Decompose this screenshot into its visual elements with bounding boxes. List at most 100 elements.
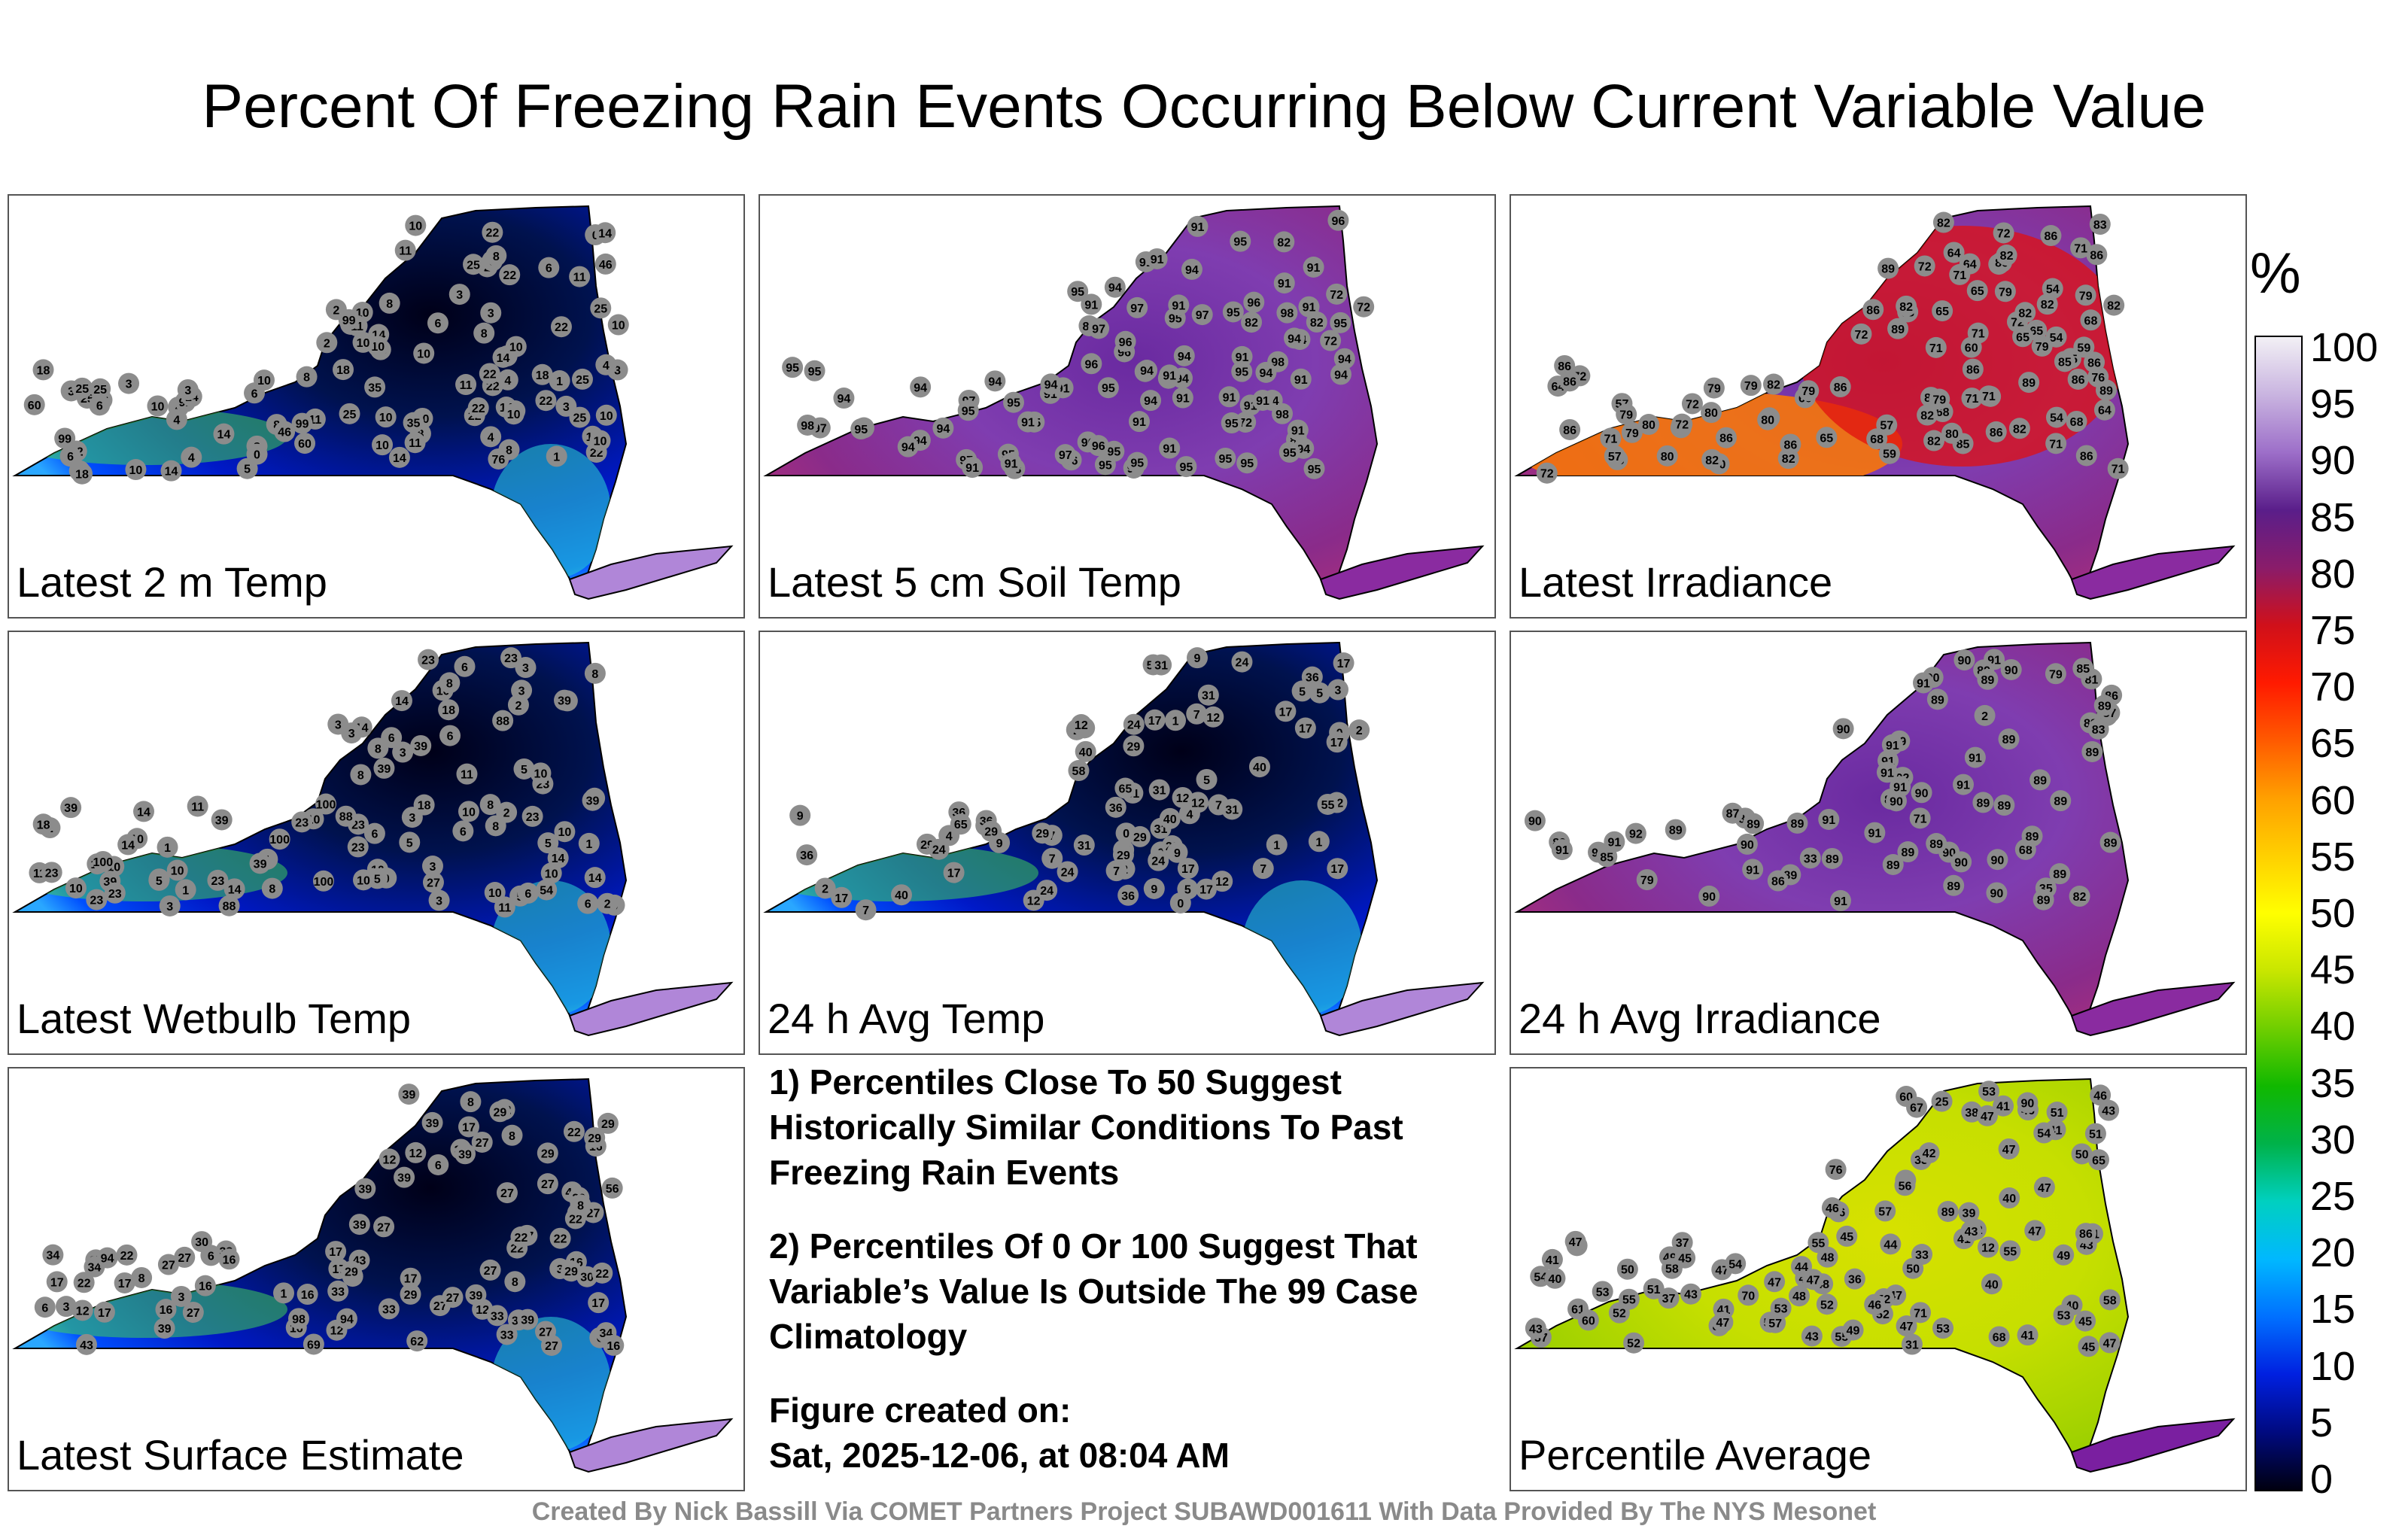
- station-value: 68: [2019, 844, 2033, 857]
- station-value: 44: [1884, 1239, 1897, 1251]
- station-value: 17: [591, 1297, 605, 1310]
- station-marker: [1926, 833, 1947, 855]
- station-value: 1: [1273, 840, 1280, 853]
- station-value: 65: [2016, 331, 2029, 344]
- station-value: 7: [1260, 863, 1266, 876]
- figure-title: Percent Of Freezing Rain Events Occurrin…: [202, 72, 2206, 141]
- station-value: 91: [1172, 299, 1185, 312]
- station-value: 90: [1741, 839, 1754, 852]
- colorbar: [2254, 336, 2303, 1491]
- station-value: 40: [1549, 1273, 1562, 1286]
- station-marker: [594, 222, 616, 244]
- station-value: 34: [88, 1262, 102, 1275]
- station-marker: [1943, 242, 1965, 263]
- colorbar-tick-label: 90: [2310, 438, 2356, 484]
- station-value: 3: [430, 861, 436, 874]
- station-value: 82: [1920, 410, 1934, 423]
- station-marker: [347, 836, 369, 858]
- station-marker: [1317, 793, 1339, 815]
- station-value: 100: [93, 856, 114, 869]
- station-value: 18: [75, 469, 89, 482]
- station-marker: [1906, 1096, 1928, 1118]
- station-marker: [1123, 713, 1145, 735]
- station-marker: [1799, 847, 1821, 869]
- station-value: 29: [588, 1132, 601, 1145]
- station-marker: [218, 1248, 240, 1270]
- station-marker: [92, 850, 114, 872]
- station-marker: [485, 815, 506, 837]
- station-marker: [1559, 418, 1581, 440]
- station-value: 2: [1356, 725, 1363, 737]
- station-marker: [2067, 368, 2089, 390]
- station-marker: [1177, 858, 1199, 880]
- station-value: 90: [1991, 854, 2005, 867]
- station-marker: [1925, 336, 1947, 358]
- note-2: 2) Percentiles Of 0 Or 100 Suggest That …: [769, 1226, 1418, 1356]
- station-value: 82: [1767, 379, 1780, 392]
- long-island-outline: [2070, 545, 2236, 600]
- station-value: 89: [1747, 819, 1760, 831]
- station-value: 12: [1176, 792, 1190, 805]
- station-marker: [2033, 1176, 2055, 1198]
- station-marker: [2053, 1244, 2075, 1266]
- station-value: 82: [2107, 300, 2121, 313]
- station-value: 46: [2093, 1090, 2107, 1102]
- station-marker: [471, 1131, 493, 1153]
- station-marker: [1816, 427, 1838, 448]
- station-value: 100: [316, 799, 336, 812]
- station-value: 71: [2074, 242, 2087, 255]
- station-marker: [1177, 878, 1199, 900]
- station-marker: [950, 813, 971, 835]
- station-value: 90: [2021, 1097, 2035, 1110]
- station-value: 24: [932, 844, 946, 857]
- station-marker: [421, 1111, 443, 1133]
- station-value: 95: [1227, 306, 1240, 319]
- station-value: 38: [1965, 1107, 1978, 1120]
- station-marker: [71, 377, 93, 399]
- state-outline: [1514, 1078, 2130, 1470]
- colorbar-tick-label: 85: [2310, 494, 2356, 540]
- station-value: 89: [1997, 800, 2011, 813]
- station-marker: [2071, 1143, 2093, 1165]
- station-value: 33: [1804, 853, 1817, 865]
- station-value: 90: [1890, 795, 1903, 808]
- station-value: 86: [2087, 357, 2101, 369]
- station-value: 90: [1915, 787, 1929, 800]
- station-marker: [1222, 301, 1244, 323]
- station-value: 80: [1945, 428, 1959, 441]
- station-marker: [1901, 1333, 1923, 1355]
- map-panel: 3029272281227332722816661233121629133817…: [8, 1067, 745, 1491]
- station-marker: [1604, 445, 1625, 467]
- station-value: 33: [382, 1303, 396, 1316]
- station-value: 91: [1151, 254, 1164, 266]
- station-value: 56: [1899, 1180, 1912, 1193]
- station-value: 16: [301, 1289, 315, 1302]
- station-value: 91: [1307, 262, 1321, 275]
- station-value: 27: [377, 1221, 391, 1234]
- station-marker: [2075, 284, 2096, 306]
- station-value: 3: [614, 365, 621, 378]
- station-value: 25: [594, 302, 607, 315]
- station-value: 59: [2077, 342, 2090, 354]
- station-marker: [1914, 255, 1935, 277]
- station-marker: [1911, 782, 1932, 804]
- station-value: 79: [2049, 668, 2063, 681]
- station-marker: [2093, 695, 2115, 716]
- station-marker: [1638, 414, 1660, 436]
- station-value: 6: [208, 1250, 214, 1263]
- station-value: 86: [1966, 364, 1980, 377]
- station-marker: [2087, 1149, 2109, 1171]
- station-marker: [1801, 1325, 1823, 1347]
- station-value: 91: [1176, 393, 1190, 406]
- station-marker: [500, 647, 522, 669]
- station-value: 14: [497, 352, 510, 365]
- station-value: 40: [1253, 761, 1266, 774]
- station-marker: [125, 459, 147, 481]
- station-value: 18: [37, 819, 50, 831]
- station-value: 54: [540, 884, 553, 897]
- station-value: 27: [484, 1265, 497, 1278]
- station-value: 10: [409, 220, 422, 233]
- station-value: 65: [1820, 432, 1833, 445]
- station-value: 46: [278, 427, 291, 439]
- station-value: 47: [2038, 1182, 2051, 1195]
